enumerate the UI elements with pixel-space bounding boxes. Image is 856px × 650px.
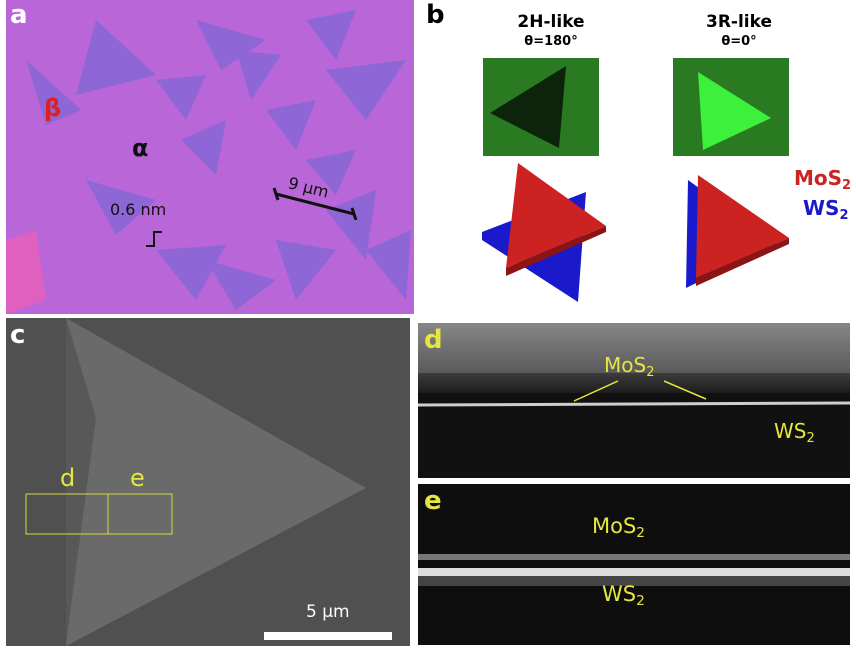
legend-mos2: MoS2 [794, 166, 851, 193]
tem-image-d [418, 323, 850, 407]
scale-label-c: 5 μm [306, 602, 350, 622]
stack-schematic-2h [482, 163, 606, 302]
panel-label-d: d [424, 325, 443, 355]
scale-bar-a [272, 187, 358, 220]
label-ws2-d-text: WS [774, 419, 807, 443]
label-ws2-e-text: WS [602, 582, 637, 606]
panel-label-a: a [10, 0, 28, 30]
step-marker-icon [146, 231, 162, 247]
legend-mos2-text: MoS [794, 166, 843, 190]
shg-image-3r [673, 58, 789, 156]
label-ws2-d-sub: 2 [806, 430, 815, 446]
beta-label: β [44, 94, 62, 122]
label-mos2-e-text: MoS [592, 514, 637, 538]
box-label-e: e [130, 464, 145, 492]
label-ws2-d: WS2 [774, 419, 815, 446]
label-mos2-d-text: MoS [604, 353, 647, 377]
stack-schematic-3r [686, 175, 789, 288]
box-label-d: d [60, 464, 76, 492]
title-2h-like: 2H-like [517, 12, 585, 32]
label-ws2-e: WS2 [602, 582, 645, 609]
panel-c-sem-image: c d e 5 μm [6, 318, 410, 646]
legend-mos2-subscript: 2 [842, 177, 852, 193]
legend-ws2-subscript: 2 [839, 207, 849, 223]
panel-b-shg-schematic: b 2H-like θ=180° 3R-like θ=0° MoS2 WS2 [418, 0, 856, 314]
label-ws2-e-sub: 2 [636, 593, 645, 610]
angle-3r-like: θ=0° [721, 34, 757, 49]
sem-micrograph [6, 318, 410, 646]
alpha-label: α [132, 134, 149, 162]
tem-image-e [418, 554, 850, 586]
optical-micrograph [6, 0, 414, 314]
angle-2h-like: θ=180° [524, 34, 578, 49]
panel-label-e: e [424, 486, 442, 516]
panel-d-cross-section: d MoS2 WS2 [418, 323, 850, 478]
panel-e-cross-section: e MoS2 WS2 [418, 484, 850, 645]
panel-label-c: c [10, 320, 26, 350]
title-3r-like: 3R-like [705, 12, 772, 32]
label-mos2-d: MoS2 [604, 353, 654, 380]
label-mos2-d-sub: 2 [646, 364, 655, 380]
panel-a-optical-image: a β α 0.6 nm 9 μm [6, 0, 414, 314]
shg-image-2h [483, 58, 599, 156]
legend-ws2-text: WS [803, 196, 840, 220]
panel-label-b: b [426, 0, 445, 30]
thickness-label: 0.6 nm [110, 200, 167, 219]
legend-ws2: WS2 [803, 196, 849, 223]
label-mos2-e-sub: 2 [636, 525, 645, 542]
label-mos2-e: MoS2 [592, 514, 645, 541]
